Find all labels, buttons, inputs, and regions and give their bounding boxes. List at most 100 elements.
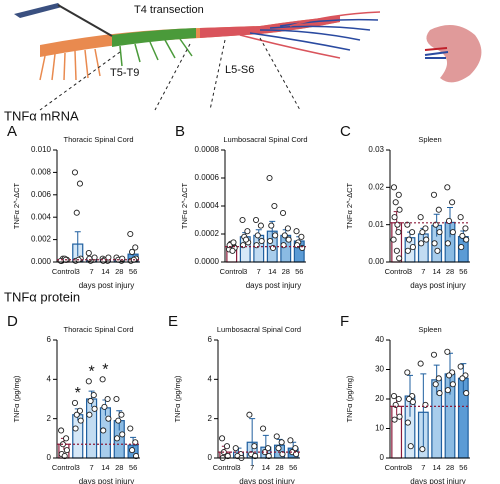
panel-title: Spleen — [418, 325, 441, 334]
y-tick-label: 4 — [208, 374, 213, 383]
x-tick-label: 7 — [421, 463, 425, 472]
data-point — [129, 447, 136, 454]
x-tick-label: 28 — [446, 463, 454, 472]
data-point — [284, 225, 291, 232]
data-point — [392, 199, 399, 206]
data-point — [435, 206, 442, 213]
data-point — [87, 397, 94, 405]
data-point — [444, 240, 451, 247]
data-point — [99, 376, 106, 383]
data-point — [267, 237, 274, 245]
pointer-lines — [39, 37, 301, 111]
x-tick-label: 3 — [76, 267, 80, 276]
data-point — [404, 419, 411, 426]
data-point — [281, 232, 288, 239]
panel-letter: F — [340, 313, 349, 330]
x-tick-label: 7 — [89, 463, 93, 472]
data-point — [405, 236, 413, 243]
data-point — [417, 360, 424, 367]
y-axis-label: TNFα (pg/mg) — [345, 375, 354, 422]
y-axis-label: TNFα 2^-ΔCT — [180, 182, 189, 229]
data-point — [395, 395, 402, 403]
label: L5-S6 — [225, 64, 254, 76]
y-tick-label: 0.0000 — [195, 257, 220, 266]
data-point — [252, 452, 259, 460]
x-tick-label: 3 — [408, 463, 412, 472]
x-tick-label: Control — [52, 267, 77, 276]
panel-letter: A — [7, 123, 17, 140]
data-point — [459, 375, 466, 382]
cord-thoracic — [112, 28, 196, 47]
y-tick-label: 0.01 — [368, 220, 384, 229]
data-point — [431, 240, 438, 247]
x-tick-label: 28 — [282, 267, 290, 276]
data-point — [244, 228, 251, 235]
y-tick-label: 30 — [375, 365, 384, 374]
scalpel-handle — [57, 4, 113, 37]
panel-title: Lumbosacral Spinal Cord — [217, 325, 301, 334]
scalpel — [14, 3, 62, 18]
data-point — [127, 425, 134, 432]
y-tick-label: 4 — [47, 374, 52, 383]
y-tick-label: 2 — [208, 414, 213, 423]
significance-mark: * — [102, 362, 108, 379]
data-point — [299, 244, 306, 252]
data-point — [391, 214, 398, 221]
x-tick-label: Control — [52, 463, 77, 472]
panel-title: Thoracic Spinal Cord — [63, 135, 133, 144]
label: T4 transection — [134, 4, 204, 16]
y-axis-label: TNFα 2^-ΔCT — [345, 182, 354, 229]
x-tick-label: 28 — [446, 267, 454, 276]
data-point — [273, 433, 280, 440]
data-point — [91, 405, 98, 412]
data-point — [86, 255, 93, 262]
data-point — [223, 443, 231, 450]
nerve-roots — [39, 48, 101, 81]
y-tick-label: 0 — [208, 453, 213, 462]
y-tick-label: 0.0004 — [195, 201, 220, 210]
data-point — [436, 229, 443, 236]
x-tick-label: 14 — [101, 463, 109, 472]
data-point — [132, 244, 139, 251]
data-point — [449, 199, 456, 206]
data-point — [239, 216, 246, 224]
data-point — [293, 228, 300, 235]
x-tick-label: 56 — [289, 463, 297, 472]
x-tick-label: 3 — [76, 463, 80, 472]
x-tick-label: 7 — [89, 267, 93, 276]
y-tick-label: 0.002 — [31, 235, 52, 244]
data-point — [72, 425, 79, 432]
data-point — [77, 417, 84, 424]
data-point — [409, 244, 416, 251]
spinal-cord-illustration: T4 transection T5-T9 L5-S6 — [14, 3, 482, 111]
data-point — [285, 236, 292, 243]
data-point — [118, 411, 125, 418]
data-point — [449, 229, 456, 236]
data-point — [418, 240, 425, 247]
x-tick-label: Control — [213, 463, 238, 472]
data-point — [115, 417, 122, 424]
x-tick-label: 14 — [432, 267, 440, 276]
x-tick-label: 7 — [257, 267, 261, 276]
data-point — [63, 447, 70, 454]
data-point — [407, 443, 414, 450]
data-point — [434, 247, 441, 254]
data-point — [417, 214, 424, 221]
data-point — [463, 390, 470, 397]
data-point — [457, 214, 464, 221]
data-point — [279, 209, 287, 217]
x-axis-label: days post injury — [79, 281, 135, 290]
panel: F Spleen TNFα (pg/mg) days post injury 0 10 20… — [340, 313, 470, 484]
data-point — [396, 255, 403, 262]
x-tick-label: 14 — [101, 267, 109, 276]
data-point — [242, 236, 250, 243]
panel-title: Thoracic Spinal Cord — [63, 325, 133, 334]
data-point — [76, 407, 83, 414]
nerve-roots — [119, 38, 193, 67]
data-point — [390, 236, 397, 243]
data-point — [57, 257, 64, 264]
y-tick-label: 0.004 — [31, 212, 52, 221]
x-tick-label: 56 — [295, 267, 303, 276]
data-point — [61, 452, 68, 460]
x-tick-label: 56 — [459, 267, 467, 276]
